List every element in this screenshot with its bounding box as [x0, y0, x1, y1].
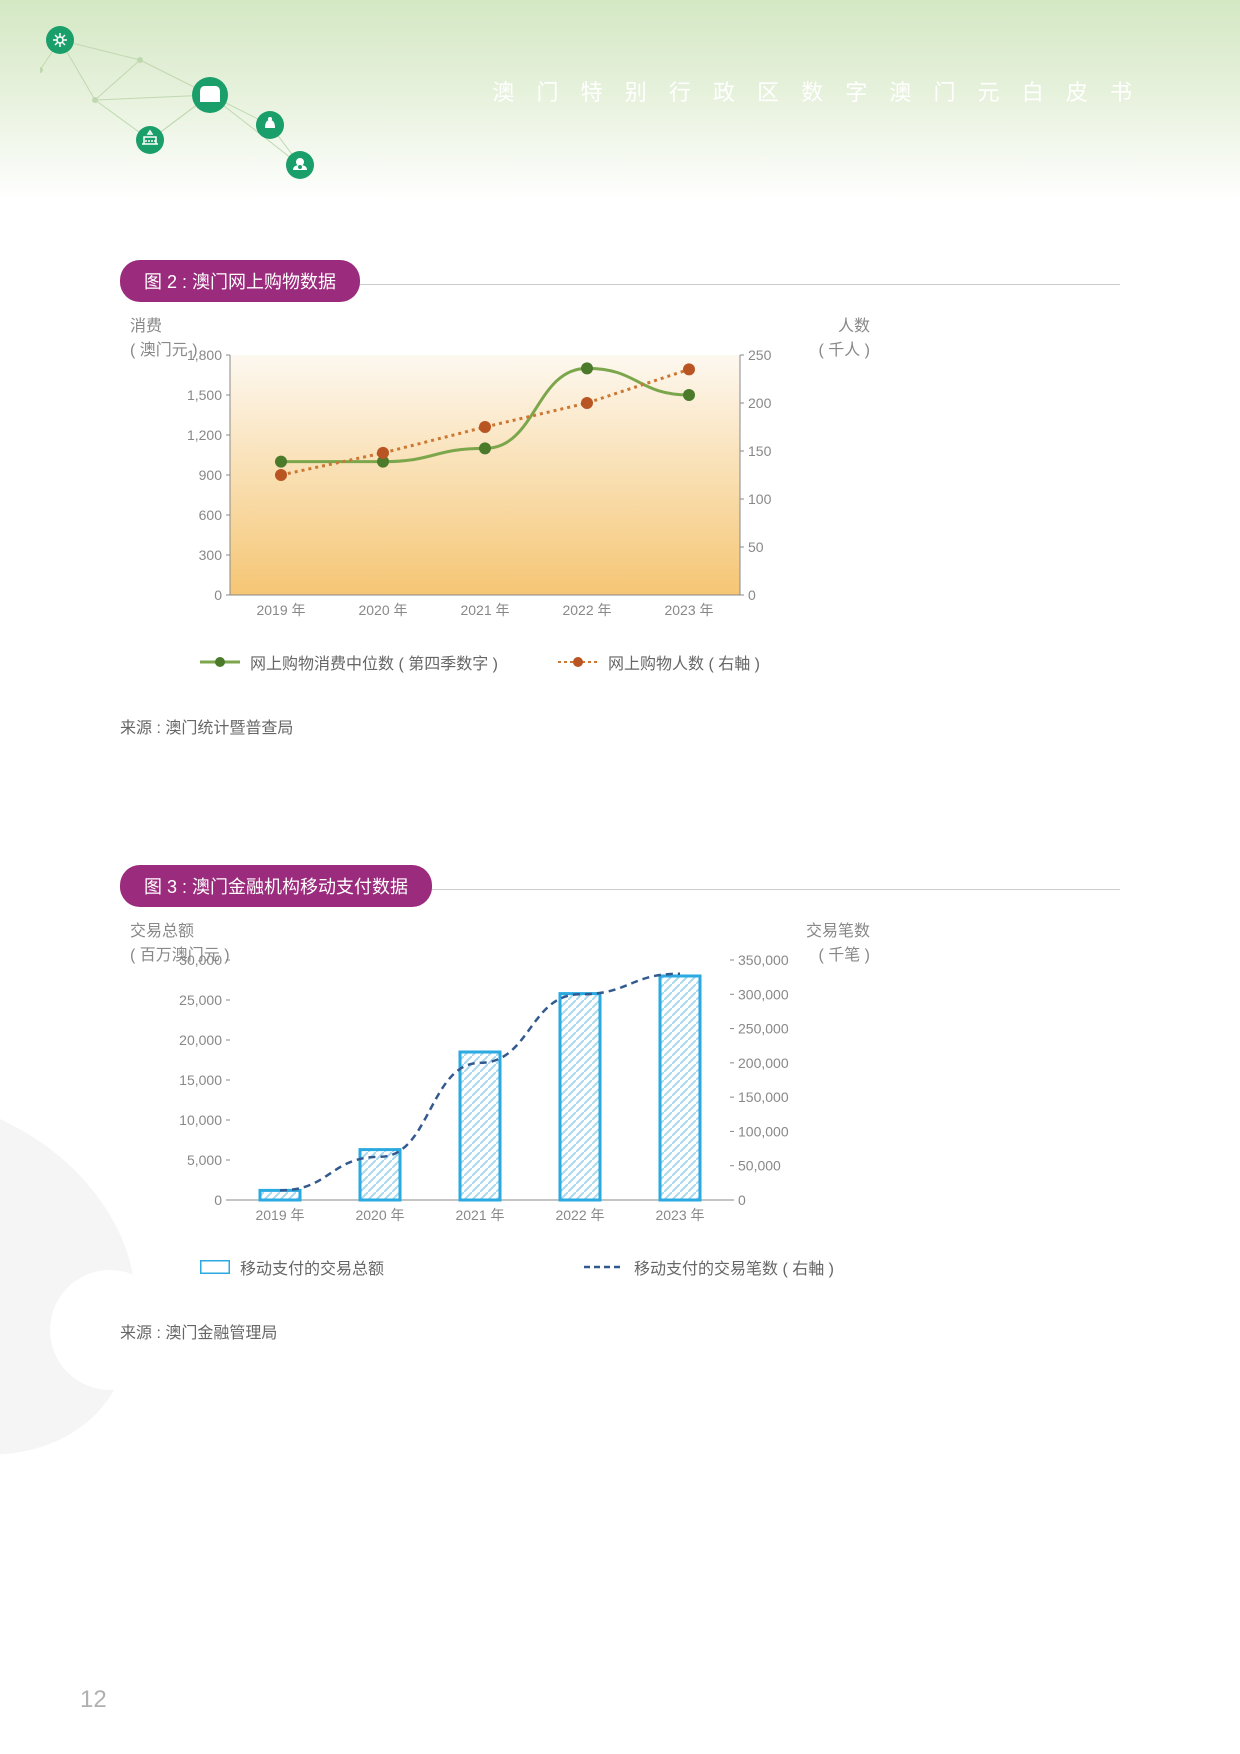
- chart2-plot: 03006009001,2001,5001,800050100150200250…: [160, 315, 800, 635]
- svg-text:1,200: 1,200: [187, 427, 222, 443]
- svg-text:50: 50: [748, 539, 764, 555]
- svg-text:25,000: 25,000: [179, 992, 222, 1008]
- chart3-right-axis-label: 交易笔数( 千笔 ): [806, 920, 870, 968]
- svg-text:5,000: 5,000: [187, 1152, 222, 1168]
- chart3-container: 图 3 : 澳门金融机构移动支付数据 交易总额( 百万澳门元 ) 交易笔数( 千…: [120, 865, 1120, 1343]
- svg-text:1,500: 1,500: [187, 387, 222, 403]
- svg-text:2019 年: 2019 年: [255, 1207, 304, 1223]
- chart2-right-axis-label: 人数( 千人 ): [818, 315, 870, 363]
- svg-text:50,000: 50,000: [738, 1158, 781, 1174]
- svg-text:20,000: 20,000: [179, 1032, 222, 1048]
- svg-text:0: 0: [738, 1192, 746, 1208]
- svg-text:2020 年: 2020 年: [358, 602, 407, 618]
- svg-text:150,000: 150,000: [738, 1089, 789, 1105]
- svg-text:300: 300: [199, 547, 223, 563]
- svg-text:900: 900: [199, 467, 223, 483]
- chart3-legend-bars: 移动支付的交易总额: [200, 1255, 384, 1279]
- svg-text:0: 0: [748, 587, 756, 603]
- chart2-legend-series2: 网上购物人数 ( 右軸 ): [558, 650, 760, 674]
- svg-text:2022 年: 2022 年: [562, 602, 611, 618]
- svg-text:350,000: 350,000: [738, 952, 789, 968]
- chart3-title: 图 3 : 澳门金融机构移动支付数据: [120, 865, 432, 907]
- svg-text:250,000: 250,000: [738, 1021, 789, 1037]
- svg-text:2019 年: 2019 年: [256, 602, 305, 618]
- chart2-legend-series1: 网上购物消费中位数 ( 第四季数字 ): [200, 650, 498, 674]
- svg-text:15,000: 15,000: [179, 1072, 222, 1088]
- chart3-legend-line: 移动支付的交易笔数 ( 右軸 ): [584, 1255, 834, 1279]
- svg-text:100,000: 100,000: [738, 1123, 789, 1139]
- chart3-legend: 移动支付的交易总额 移动支付的交易笔数 ( 右軸 ): [200, 1255, 1120, 1279]
- chart2-container: 图 2 : 澳门网上购物数据 消费( 澳门元 ) 人数( 千人 ) 0 300 60…: [120, 260, 1120, 738]
- svg-text:250: 250: [748, 347, 772, 363]
- svg-text:600: 600: [199, 507, 223, 523]
- svg-text:2023 年: 2023 年: [664, 602, 713, 618]
- page-number: 12: [80, 1686, 107, 1714]
- chart3-plot: 05,00010,00015,00020,00025,00030,000050,…: [160, 920, 800, 1240]
- svg-text:200: 200: [748, 395, 772, 411]
- svg-text:0: 0: [214, 587, 222, 603]
- chart3-left-axis-label: 交易总额( 百万澳门元 ): [130, 920, 230, 968]
- chart3-source: 来源 : 澳门金融管理局: [120, 1319, 1120, 1343]
- svg-text:2020 年: 2020 年: [355, 1207, 404, 1223]
- svg-text:2021 年: 2021 年: [455, 1207, 504, 1223]
- svg-text:2023 年: 2023 年: [655, 1207, 704, 1223]
- svg-text:100: 100: [748, 491, 772, 507]
- header-title: 澳 门 特 别 行 政 区 数 字 澳 门 元 白 皮 书: [492, 75, 1140, 107]
- chart2-source: 来源 : 澳门统计暨普查局: [120, 714, 1120, 738]
- network-decoration: [40, 20, 360, 190]
- svg-text:2021 年: 2021 年: [460, 602, 509, 618]
- svg-text:0: 0: [214, 1192, 222, 1208]
- svg-text:300,000: 300,000: [738, 986, 789, 1002]
- chart2-left-axis-label: 消费( 澳门元 ): [130, 315, 198, 363]
- svg-text:10,000: 10,000: [179, 1112, 222, 1128]
- svg-text:2022 年: 2022 年: [555, 1207, 604, 1223]
- chart2-title: 图 2 : 澳门网上购物数据: [120, 260, 360, 302]
- svg-text:150: 150: [748, 443, 772, 459]
- svg-text:200,000: 200,000: [738, 1055, 789, 1071]
- chart2-legend: 网上购物消费中位数 ( 第四季数字 ) 网上购物人数 ( 右軸 ): [200, 650, 1120, 674]
